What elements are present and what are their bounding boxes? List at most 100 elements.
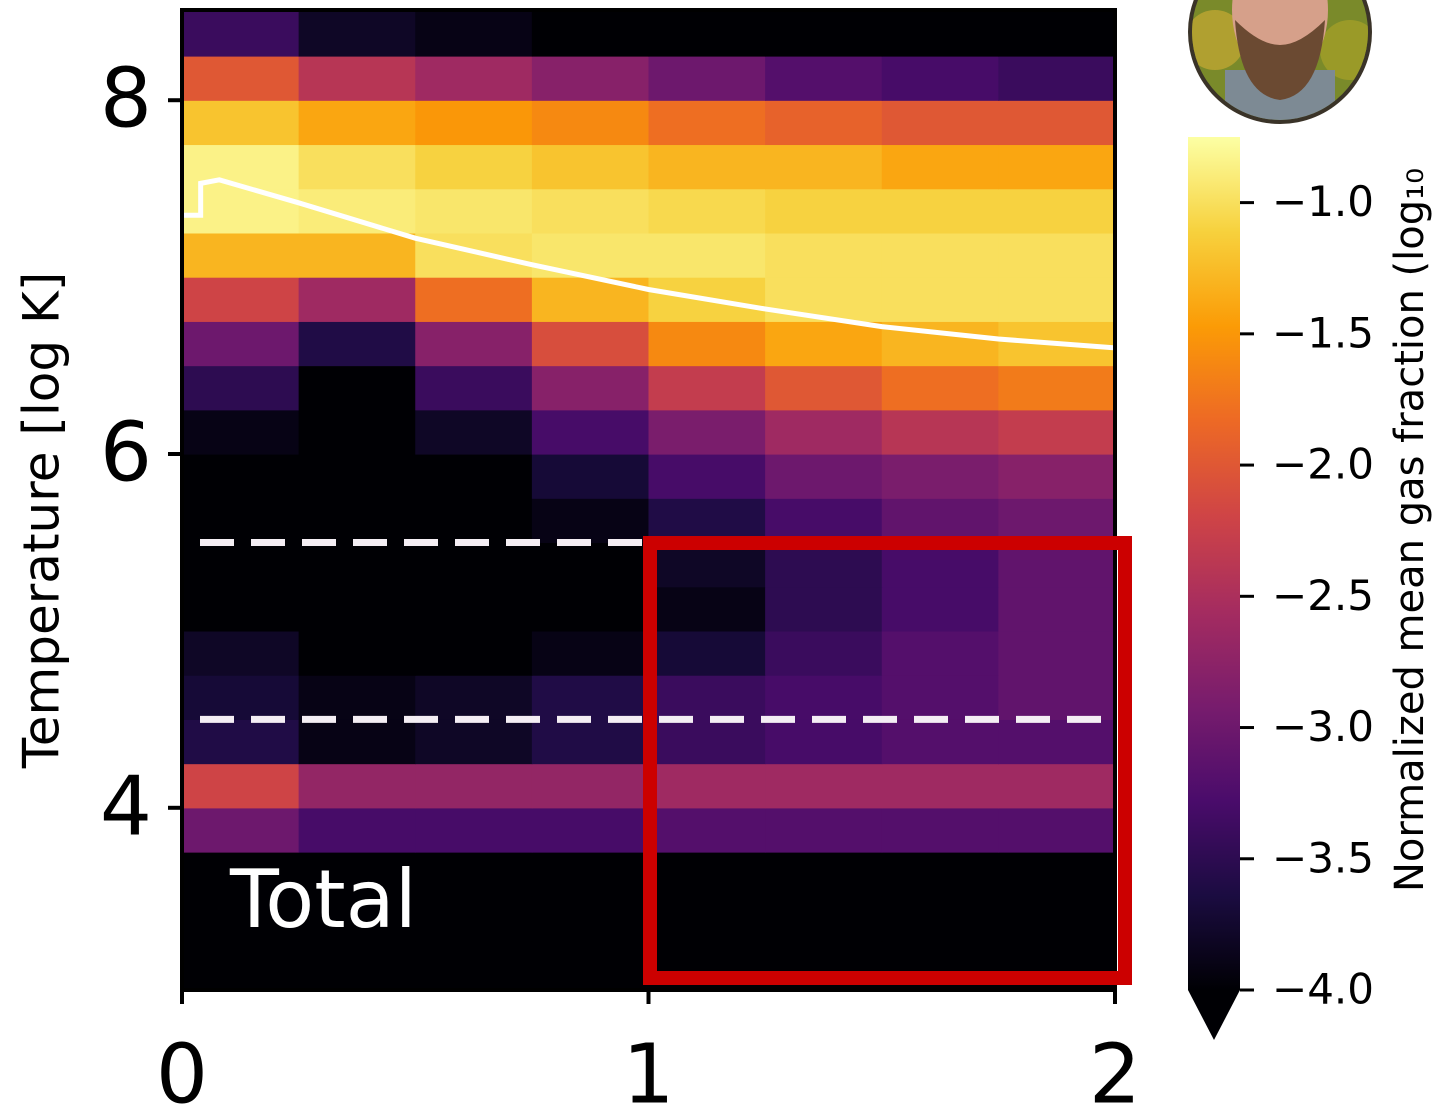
heatmap-cell <box>765 896 883 942</box>
heatmap-cell <box>765 852 883 897</box>
heatmap-cell <box>182 630 300 676</box>
heatmap-cell <box>998 807 1116 853</box>
colorbar <box>1188 137 1240 990</box>
heatmap-cell <box>531 498 650 544</box>
heatmap-cell <box>998 586 1116 632</box>
heatmap-cell <box>415 232 533 278</box>
heatmap-cell <box>765 586 883 632</box>
heatmap-cell <box>765 763 883 809</box>
heatmap-cell <box>531 454 650 499</box>
heatmap-cell <box>415 144 533 190</box>
heatmap-cell <box>298 409 416 455</box>
heatmap-cell <box>531 896 650 942</box>
heatmap-cell <box>648 763 766 809</box>
heatmap-cell <box>998 896 1116 942</box>
overlay <box>182 177 1116 723</box>
heatmap-cell <box>182 498 300 544</box>
heatmap-cell <box>998 409 1116 455</box>
y-tick-label: 8 <box>100 52 152 147</box>
colorbar-tick-label: −3.0 <box>1272 702 1374 751</box>
heatmap-cell <box>182 409 300 455</box>
heatmap-cell <box>298 11 416 57</box>
heatmap-cell <box>415 719 533 765</box>
heatmap-cell <box>298 498 416 544</box>
heatmap-cell <box>182 940 300 986</box>
heatmap-cell <box>648 586 766 632</box>
heatmap-cell <box>182 55 300 101</box>
heatmap-cell <box>298 807 416 853</box>
heatmap-cell <box>182 542 300 588</box>
avatar <box>1188 0 1372 124</box>
colorbar-tick-label: −1.5 <box>1272 308 1374 357</box>
heatmap-cell <box>298 675 416 720</box>
x-tick-label: 2 <box>1089 1027 1141 1113</box>
heatmap-cell <box>648 454 766 499</box>
heatmap-cell <box>182 454 300 499</box>
heatmap-cell <box>881 365 999 411</box>
heatmap-cell <box>648 144 766 190</box>
heatmap-cell <box>765 719 883 765</box>
heatmap-cell <box>998 188 1116 234</box>
heatmap-cell <box>648 896 766 942</box>
heatmap-cell <box>881 852 999 897</box>
heatmap-cell <box>182 586 300 632</box>
heatmap-cell <box>648 365 766 411</box>
heatmap-cell <box>881 675 999 720</box>
highlight-box <box>643 536 1132 985</box>
heatmap-cell <box>298 454 416 499</box>
avatar-leaves <box>1192 10 1245 70</box>
heatmap-cell <box>182 11 300 57</box>
heatmap-cell <box>182 232 300 278</box>
heatmap-cell <box>765 100 883 146</box>
heatmap-cell <box>765 144 883 190</box>
heatmap-cell <box>998 630 1116 676</box>
heatmap-cell <box>531 11 650 57</box>
heatmap-cell <box>998 144 1116 190</box>
heatmap-cell <box>648 188 766 234</box>
heatmap-cell <box>998 365 1116 411</box>
heatmap-cell <box>881 807 999 853</box>
heatmap-cell <box>415 763 533 809</box>
heatmap-cell <box>298 321 416 367</box>
heatmap-cell <box>881 188 999 234</box>
heatmap-cell <box>881 100 999 146</box>
heatmap-cell <box>765 630 883 676</box>
heatmap-cell <box>415 586 533 632</box>
heatmap-cell <box>298 896 416 942</box>
colorbar-extension <box>1188 990 1240 1040</box>
heatmap-cell <box>765 55 883 101</box>
heatmap-cell <box>881 144 999 190</box>
heatmap-cell <box>298 542 416 588</box>
heatmap-cell <box>998 232 1116 278</box>
heatmap-cell <box>415 896 533 942</box>
heatmap-cell <box>531 719 650 765</box>
colorbar-tick-label: −3.5 <box>1272 833 1374 882</box>
heatmap-cell <box>765 188 883 234</box>
heatmap-cell <box>531 100 650 146</box>
heatmap-cell <box>415 365 533 411</box>
colorbar-tick-label: −1.0 <box>1272 177 1374 226</box>
heatmap-cell <box>531 675 650 720</box>
heatmap-cell <box>881 763 999 809</box>
heatmap-cell <box>998 55 1116 101</box>
heatmap-cell <box>415 940 533 986</box>
x-tick-label: 1 <box>622 1027 674 1113</box>
colorbar-tick-label: −2.0 <box>1272 440 1374 489</box>
heatmap-cell <box>998 277 1116 322</box>
heatmap-cell <box>648 498 766 544</box>
heatmap-cell <box>298 55 416 101</box>
heatmap-cell <box>765 807 883 853</box>
colorbar-tick-label: −2.5 <box>1272 571 1374 620</box>
heatmap-cell <box>298 586 416 632</box>
heatmap-cell <box>415 454 533 499</box>
heatmap-cell <box>298 763 416 809</box>
heatmap-cell <box>415 321 533 367</box>
heatmap-cell <box>881 498 999 544</box>
heatmap-cell <box>765 498 883 544</box>
heatmap-cell <box>182 321 300 367</box>
heatmap-cell <box>531 852 650 897</box>
heatmap-cell <box>648 852 766 897</box>
heatmap-cell <box>648 630 766 676</box>
heatmap-cell <box>182 100 300 146</box>
